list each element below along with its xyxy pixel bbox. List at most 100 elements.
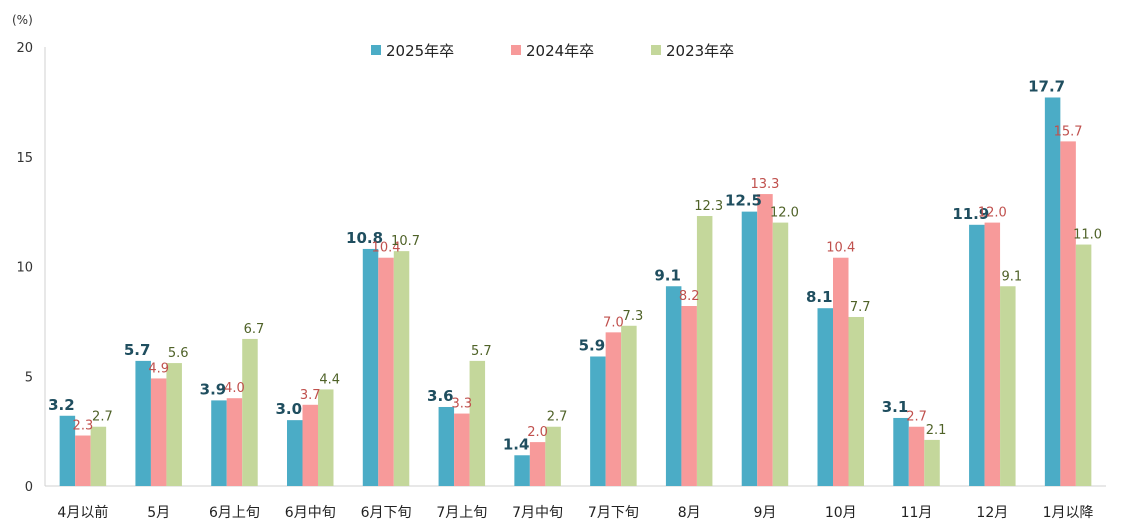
x-category-label: 6月上旬 <box>209 505 260 521</box>
bar-value-label: 2.7 <box>906 410 927 425</box>
legend-swatch <box>651 45 661 55</box>
bar-2025年卒 <box>741 211 758 486</box>
x-category-label: 8月 <box>678 505 701 521</box>
bar-2023年卒 <box>1075 244 1092 486</box>
y-tick-label: 5 <box>25 370 33 385</box>
x-category-label: 7月中旬 <box>512 505 563 521</box>
y-tick-label: 10 <box>16 261 33 276</box>
bar-value-label: 17.7 <box>1028 77 1065 95</box>
bar-value-label: 10.4 <box>372 241 401 256</box>
x-category-label: 9月 <box>754 505 777 521</box>
bar-2025年卒 <box>893 417 909 486</box>
bar-value-label: 11.0 <box>1073 228 1102 243</box>
bar-2023年卒 <box>90 426 107 486</box>
bar-value-label: 2.3 <box>73 419 94 434</box>
bar-2023年卒 <box>166 363 182 486</box>
bar-value-label: 8.2 <box>679 289 700 304</box>
bar-2024年卒 <box>226 398 243 486</box>
y-axis-unit-label: (%) <box>12 13 33 27</box>
bar-2025年卒 <box>665 286 682 486</box>
bar-value-label: 12.0 <box>978 206 1007 221</box>
legend-label: 2025年卒 <box>386 42 454 60</box>
bar-2024年卒 <box>605 332 622 486</box>
x-category-label: 11月 <box>901 505 933 521</box>
bar-2025年卒 <box>438 406 455 486</box>
bar-value-label: 3.7 <box>300 388 321 403</box>
bar-2025年卒 <box>135 360 151 486</box>
bar-value-label: 5.6 <box>168 346 189 361</box>
bar-2025年卒 <box>1044 97 1061 487</box>
bar-value-label: 3.2 <box>48 396 75 414</box>
legend-swatch <box>371 45 381 55</box>
bar-value-label: 3.1 <box>882 398 909 416</box>
bar-value-label: 3.0 <box>275 400 302 418</box>
bar-value-label: 8.1 <box>806 288 833 306</box>
bar-value-label: 6.7 <box>244 322 265 337</box>
bar-value-label: 10.7 <box>391 234 420 249</box>
bar-value-label: 5.9 <box>579 336 606 354</box>
bar-value-label: 12.0 <box>770 206 799 221</box>
bar-value-label: 7.0 <box>603 315 624 330</box>
bar-value-label: 12.5 <box>725 192 762 210</box>
bar-2023年卒 <box>469 360 486 486</box>
bar-value-label: 2.7 <box>92 410 113 425</box>
bar-2024年卒 <box>984 222 1001 486</box>
x-category-label: 6月中旬 <box>285 505 336 521</box>
y-tick-label: 15 <box>16 151 33 166</box>
bar-value-label: 2.0 <box>527 425 548 440</box>
bar-2024年卒 <box>378 257 394 486</box>
bar-value-label: 4.9 <box>148 361 169 376</box>
bar-value-label: 3.6 <box>427 387 454 405</box>
x-category-label: 4月以前 <box>57 504 108 521</box>
bar-2023年卒 <box>621 325 637 486</box>
bar-2024年卒 <box>454 413 470 486</box>
bar-2023年卒 <box>242 338 258 486</box>
bar-2025年卒 <box>362 248 379 486</box>
bar-2024年卒 <box>529 442 546 486</box>
bar-value-label: 1.4 <box>503 435 530 453</box>
bar-2025年卒 <box>211 400 227 486</box>
bar-value-label: 4.0 <box>224 381 245 396</box>
legend-swatch <box>511 45 521 55</box>
x-category-label: 10月 <box>825 505 857 521</box>
bar-value-label: 10.8 <box>346 229 383 247</box>
bar-2024年卒 <box>75 435 91 486</box>
bar-2023年卒 <box>696 216 713 486</box>
bar-2024年卒 <box>757 194 773 486</box>
bar-value-label: 2.7 <box>547 410 568 425</box>
bar-2025年卒 <box>969 224 985 487</box>
bar-value-label: 9.1 <box>654 266 681 284</box>
bar-value-label: 7.3 <box>623 309 644 324</box>
legend-label: 2023年卒 <box>666 42 734 60</box>
bar-2024年卒 <box>1060 141 1076 486</box>
x-category-label: 12月 <box>976 505 1008 521</box>
x-category-label: 6月下旬 <box>361 505 412 521</box>
bar-value-label: 15.7 <box>1054 124 1083 139</box>
bar-2025年卒 <box>590 356 606 486</box>
bar-2025年卒 <box>514 455 530 486</box>
y-tick-label: 20 <box>16 41 33 56</box>
bar-2023年卒 <box>848 316 864 486</box>
bar-value-label: 10.4 <box>826 241 855 256</box>
bar-2023年卒 <box>318 389 334 486</box>
bar-2023年卒 <box>1000 286 1016 486</box>
legend: 2025年卒 2024年卒 2023年卒 <box>371 42 734 60</box>
bar-2025年卒 <box>287 420 303 486</box>
bar-value-label: 5.7 <box>124 341 151 359</box>
bar-2023年卒 <box>545 426 561 486</box>
x-category-label: 7月上旬 <box>436 505 487 521</box>
x-category-label: 7月下旬 <box>588 505 639 521</box>
bar-value-label: 4.4 <box>319 372 340 387</box>
bar-value-label: 2.1 <box>926 423 947 438</box>
bar-value-label: 13.3 <box>750 177 779 192</box>
bar-value-label: 7.7 <box>850 300 871 315</box>
bar-2023年卒 <box>772 222 789 486</box>
bar-2024年卒 <box>908 426 925 486</box>
bar-2025年卒 <box>59 415 76 486</box>
bar-2023年卒 <box>393 251 410 486</box>
x-category-label: 5月 <box>147 505 170 521</box>
bar-2024年卒 <box>150 378 167 486</box>
bar-value-label: 3.3 <box>451 397 472 412</box>
bar-2024年卒 <box>833 257 849 486</box>
